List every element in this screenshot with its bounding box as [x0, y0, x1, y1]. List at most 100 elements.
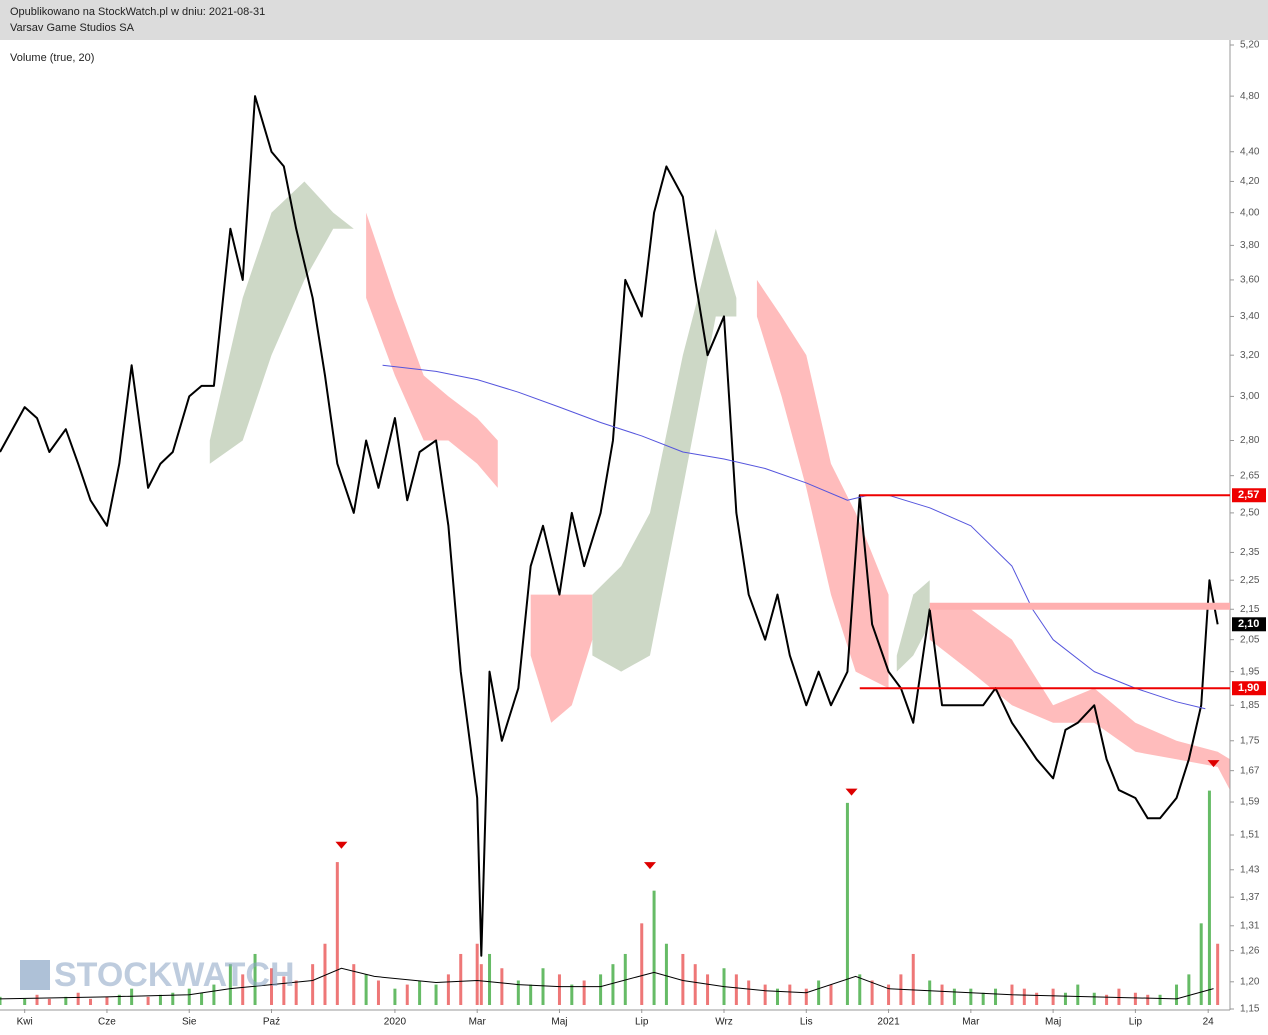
- volume-bar: [323, 943, 327, 1005]
- volume-bar: [1076, 984, 1080, 1005]
- volume-bar: [1051, 988, 1055, 1005]
- watermark-icon: [20, 960, 50, 990]
- y-tick-label: 3,40: [1240, 311, 1260, 322]
- x-tick-label: Mar: [962, 1017, 980, 1028]
- y-tick-label: 2,25: [1240, 575, 1260, 586]
- volume-bar: [599, 974, 603, 1005]
- volume-bar: [146, 996, 150, 1005]
- y-tick-label: 1,85: [1240, 700, 1260, 711]
- volume-bar: [911, 953, 915, 1005]
- indicator-label: Volume (true, 20): [10, 52, 94, 64]
- x-tick-label: Maj: [551, 1017, 567, 1028]
- signal-marker: [643, 862, 656, 870]
- volume-bar: [311, 964, 315, 1005]
- x-tick-label: Lip: [1129, 1017, 1143, 1028]
- header-title: Varsav Game Studios SA: [10, 22, 135, 34]
- volume-bar: [952, 988, 956, 1005]
- volume-bar: [1175, 984, 1179, 1005]
- volume-bar: [76, 992, 80, 1005]
- watermark-text: STOCKWATCH: [54, 956, 295, 994]
- cloud: [896, 580, 930, 672]
- volume-bar: [1105, 994, 1109, 1005]
- y-tick-label: 4,80: [1240, 91, 1260, 102]
- volume-bar: [940, 984, 944, 1005]
- volume-bar: [270, 968, 274, 1005]
- volume-bar: [804, 988, 808, 1005]
- y-tick-label: 2,05: [1240, 634, 1260, 645]
- x-tick-label: Cze: [98, 1017, 116, 1028]
- volume-bar: [928, 980, 932, 1005]
- x-tick-label: 24: [1203, 1017, 1215, 1028]
- volume-bar: [35, 994, 39, 1005]
- header-subtitle: Opublikowano na StockWatch.pl w dniu: 20…: [10, 6, 265, 18]
- volume-bar: [1117, 988, 1121, 1005]
- level-label: 2,57: [1238, 489, 1259, 501]
- volume-bar: [446, 974, 450, 1005]
- volume-bar: [282, 976, 286, 1005]
- y-tick-label: 1,67: [1240, 765, 1260, 776]
- volume-bar: [817, 980, 821, 1005]
- x-tick-label: Mar: [469, 1017, 487, 1028]
- cloud: [756, 279, 889, 689]
- y-tick-label: 3,00: [1240, 391, 1260, 402]
- volume-bar: [228, 964, 232, 1005]
- moving-average: [382, 364, 1206, 710]
- volume-bar: [23, 998, 27, 1005]
- volume-bar: [1216, 943, 1220, 1005]
- volume-bar: [335, 862, 339, 1005]
- current-price-label: 2,10: [1238, 618, 1259, 630]
- cloud: [530, 594, 593, 723]
- volume-bar: [557, 974, 561, 1005]
- x-tick-label: Lis: [800, 1017, 813, 1028]
- y-tick-label: 1,20: [1240, 976, 1260, 987]
- y-tick-label: 2,35: [1240, 547, 1260, 558]
- x-tick-label: Paź: [263, 1017, 280, 1028]
- volume-bar: [747, 980, 751, 1005]
- volume-bar: [1199, 923, 1203, 1005]
- volume-bar: [352, 964, 356, 1005]
- volume-bar: [200, 992, 204, 1005]
- y-tick-label: 2,80: [1240, 435, 1260, 446]
- y-tick-label: 3,80: [1240, 240, 1260, 251]
- x-tick-label: 2020: [384, 1017, 407, 1028]
- volume-bar: [664, 943, 668, 1005]
- volume-bar: [582, 980, 586, 1005]
- y-tick-label: 4,00: [1240, 207, 1260, 218]
- volume-bar: [623, 953, 627, 1005]
- volume-ma: [0, 967, 1214, 1000]
- y-tick-label: 1,51: [1240, 830, 1260, 841]
- volume-bar: [734, 974, 738, 1005]
- level-label: 1,90: [1238, 682, 1259, 694]
- volume-bar: [0, 996, 2, 1005]
- x-tick-label: 2021: [877, 1017, 900, 1028]
- price-line: [0, 95, 1219, 957]
- y-tick-label: 4,20: [1240, 176, 1260, 187]
- cloud: [366, 212, 498, 488]
- volume-bar: [89, 998, 93, 1005]
- volume-bar: [887, 984, 891, 1005]
- y-tick-label: 3,60: [1240, 275, 1260, 286]
- volume-bar: [981, 992, 985, 1005]
- volume-bar: [393, 988, 397, 1005]
- volume-bar: [681, 953, 685, 1005]
- volume-bar: [253, 953, 257, 1005]
- volume-bar: [788, 984, 792, 1005]
- y-tick-label: 1,31: [1240, 920, 1260, 931]
- volume-bar: [611, 964, 615, 1005]
- volume-bar: [479, 964, 483, 1005]
- volume-bar: [212, 984, 216, 1005]
- volume-bar: [117, 994, 121, 1005]
- volume-bar: [570, 984, 574, 1005]
- x-tick-label: Sie: [182, 1017, 197, 1028]
- volume-bar: [775, 988, 779, 1005]
- cloud: [929, 609, 1230, 791]
- y-tick-label: 3,20: [1240, 350, 1260, 361]
- y-tick-label: 5,20: [1240, 40, 1260, 51]
- y-tick-label: 2,50: [1240, 508, 1260, 519]
- y-tick-label: 1,95: [1240, 666, 1260, 677]
- volume-bar: [529, 984, 533, 1005]
- y-tick-label: 4,40: [1240, 146, 1260, 157]
- x-tick-label: Wrz: [715, 1017, 733, 1028]
- volume-bar: [706, 974, 710, 1005]
